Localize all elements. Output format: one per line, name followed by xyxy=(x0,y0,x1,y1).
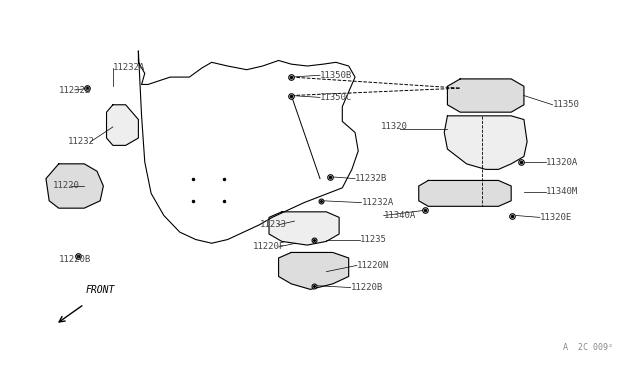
Text: 11220F: 11220F xyxy=(253,243,285,251)
Text: 11235: 11235 xyxy=(360,235,387,244)
Text: 11233: 11233 xyxy=(259,220,286,229)
Polygon shape xyxy=(447,79,524,112)
Polygon shape xyxy=(269,212,339,245)
Polygon shape xyxy=(444,116,527,169)
Text: 11350: 11350 xyxy=(552,100,579,109)
Text: 11320A: 11320A xyxy=(546,157,579,167)
Text: 11220N: 11220N xyxy=(357,261,389,270)
Text: A  2C 009²: A 2C 009² xyxy=(563,343,613,352)
Text: 11320: 11320 xyxy=(381,122,408,131)
Text: 11232A: 11232A xyxy=(113,63,145,72)
Text: 11232B: 11232B xyxy=(59,86,91,94)
Text: 11340M: 11340M xyxy=(546,187,579,196)
Polygon shape xyxy=(46,164,103,208)
Text: 11340A: 11340A xyxy=(384,211,416,220)
Text: 11220B: 11220B xyxy=(59,255,91,264)
Text: 11232B: 11232B xyxy=(355,174,387,183)
Text: FRONT: FRONT xyxy=(86,285,115,295)
Text: 11220: 11220 xyxy=(52,182,79,190)
Polygon shape xyxy=(419,180,511,206)
Text: 11232A: 11232A xyxy=(362,198,394,207)
Polygon shape xyxy=(278,253,349,289)
Text: 11232: 11232 xyxy=(68,137,95,146)
Text: 11350B: 11350B xyxy=(320,71,352,80)
Text: 11320E: 11320E xyxy=(540,213,572,222)
Polygon shape xyxy=(106,105,138,145)
Text: 11350C: 11350C xyxy=(320,93,352,102)
Text: 11220B: 11220B xyxy=(351,283,383,292)
